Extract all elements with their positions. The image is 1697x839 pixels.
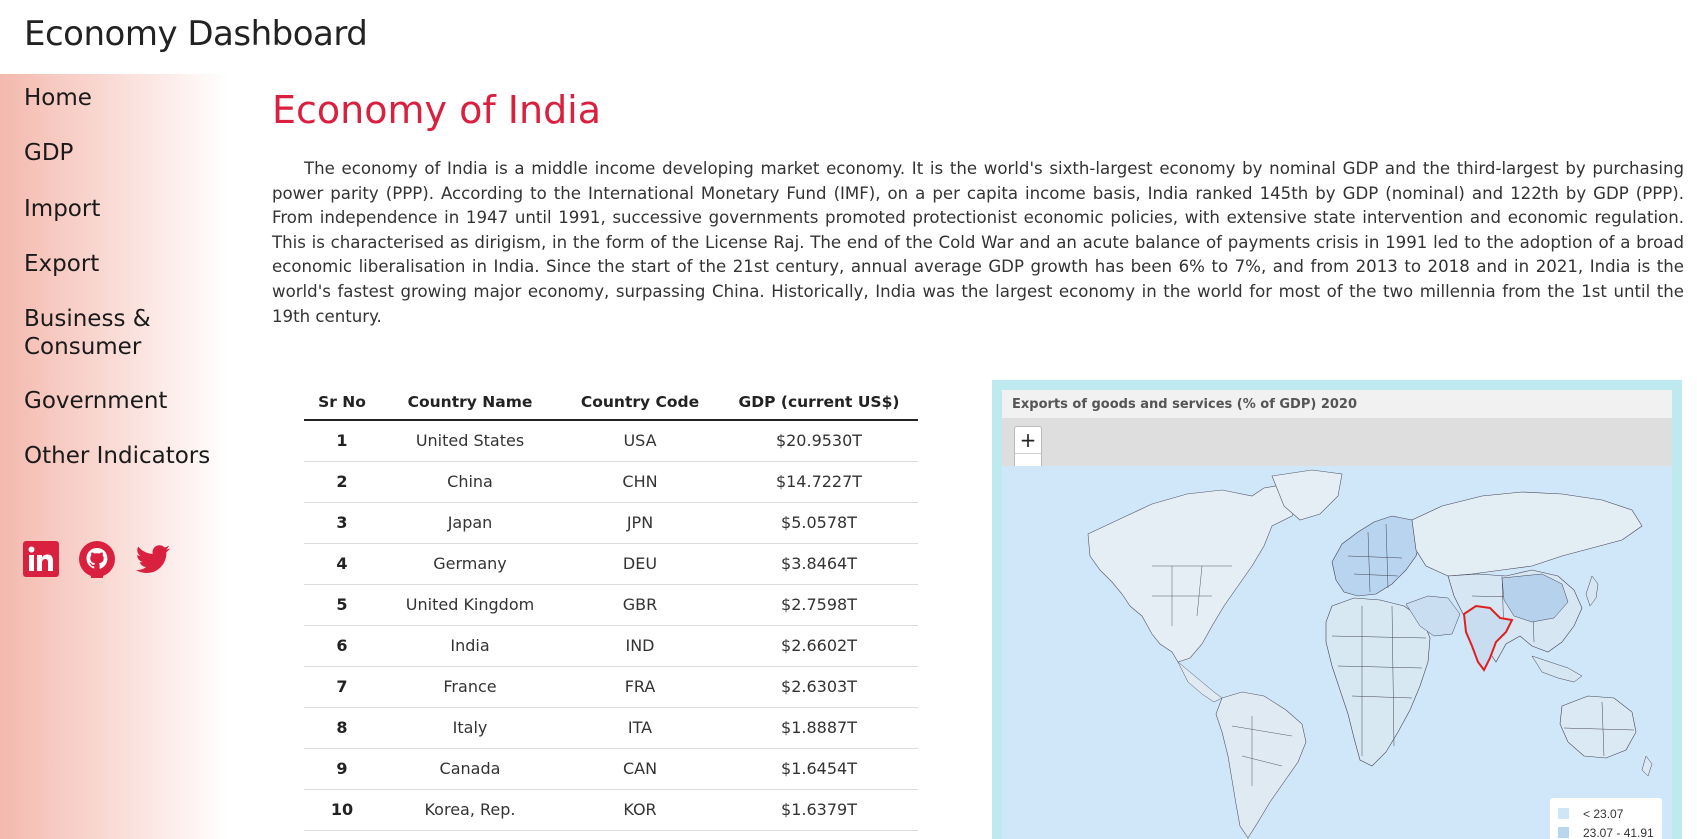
cell-country-name: France xyxy=(380,666,560,708)
cell-country-name: China xyxy=(380,461,560,503)
brand-title[interactable]: Economy Dashboard xyxy=(24,14,368,54)
cell-sr-no: 4 xyxy=(304,543,380,585)
map-region-africa xyxy=(1325,597,1431,767)
sidebar-item-government[interactable]: Government xyxy=(24,388,168,414)
cell-sr-no: 5 xyxy=(304,584,380,626)
cell-gdp: $2.6602T xyxy=(720,625,918,667)
table-row: 5 United Kingdom GBR $2.7598T xyxy=(304,584,918,626)
cell-gdp: $14.7227T xyxy=(720,461,918,503)
table-row: 9 Canada CAN $1.6454T xyxy=(304,748,918,790)
table-row: 1 United States USA $20.9530T xyxy=(304,420,918,462)
sidebar-item-gdp[interactable]: GDP xyxy=(24,140,74,166)
cell-country-name: United States xyxy=(380,420,560,462)
map-region-india xyxy=(1462,604,1514,672)
cell-sr-no: 8 xyxy=(304,707,380,749)
cell-sr-no: 2 xyxy=(304,461,380,503)
cell-country-code: ITA xyxy=(560,707,720,749)
cell-country-code: DEU xyxy=(560,543,720,585)
table-row: 4 Germany DEU $3.8464T xyxy=(304,543,918,585)
cell-country-code: GBR xyxy=(560,584,720,626)
top-bar: Economy Dashboard xyxy=(0,0,1697,74)
table-row: 10 Korea, Rep. KOR $1.6379T xyxy=(304,789,918,831)
legend-item: 23.07 - 41.91 xyxy=(1558,823,1654,839)
twitter-icon[interactable] xyxy=(134,540,172,578)
table-row: 3 Japan JPN $5.0578T xyxy=(304,502,918,544)
cell-country-code: CAN xyxy=(560,748,720,790)
cell-gdp: $2.6303T xyxy=(720,666,918,708)
cell-sr-no: 6 xyxy=(304,625,380,667)
legend-label: 23.07 - 41.91 xyxy=(1583,825,1654,839)
cell-gdp: $1.6379T xyxy=(720,789,918,831)
table-row: 8 Italy ITA $1.8887T xyxy=(304,707,918,749)
table-header-row: Sr No Country Name Country Code GDP (cur… xyxy=(304,384,918,421)
cell-country-code: JPN xyxy=(560,502,720,544)
sidebar-item-import[interactable]: Import xyxy=(24,196,101,222)
cell-country-name: Korea, Rep. xyxy=(380,789,560,831)
cell-country-code: KOR xyxy=(560,789,720,831)
cell-country-name: Japan xyxy=(380,502,560,544)
map-region-asia xyxy=(1411,491,1643,577)
map-region-europe xyxy=(1331,515,1423,597)
column-header: Sr No xyxy=(304,384,380,421)
cell-gdp: $1.8887T xyxy=(720,707,918,749)
intro-paragraph: The economy of India is a middle income … xyxy=(272,159,1684,326)
cell-gdp: $5.0578T xyxy=(720,502,918,544)
map-title: Exports of goods and services (% of GDP)… xyxy=(1002,390,1672,418)
cell-country-name: Italy xyxy=(380,707,560,749)
legend-swatch xyxy=(1558,827,1569,838)
legend-label: < 23.07 xyxy=(1583,806,1624,821)
map-panel: Exports of goods and services (% of GDP)… xyxy=(992,380,1682,839)
cell-gdp: $3.8464T xyxy=(720,543,918,585)
table-row: 6 India IND $2.6602T xyxy=(304,625,918,667)
cell-sr-no: 10 xyxy=(304,789,380,831)
column-header: Country Code xyxy=(560,384,720,421)
cell-country-code: USA xyxy=(560,420,720,462)
sidebar: Home GDP Import Export Business & Consum… xyxy=(0,74,228,839)
cell-sr-no: 9 xyxy=(304,748,380,790)
cell-sr-no: 7 xyxy=(304,666,380,708)
column-header: Country Name xyxy=(380,384,560,421)
cell-gdp: $2.7598T xyxy=(720,584,918,626)
sidebar-item-export[interactable]: Export xyxy=(24,251,100,277)
world-map[interactable] xyxy=(1002,466,1672,839)
zoom-in-button[interactable]: + xyxy=(1019,428,1037,452)
map-region-australia xyxy=(1559,695,1637,759)
sidebar-item-home[interactable]: Home xyxy=(24,85,92,111)
cell-country-name: India xyxy=(380,625,560,667)
map-legend: < 23.07 23.07 - 41.91 xyxy=(1550,798,1662,839)
social-links xyxy=(22,540,172,578)
cell-country-code: FRA xyxy=(560,666,720,708)
map-top-band xyxy=(1002,418,1672,466)
map-viewport[interactable]: Exports of goods and services (% of GDP)… xyxy=(1002,390,1672,839)
map-region-greenland xyxy=(1271,469,1343,521)
linkedin-icon[interactable] xyxy=(22,540,60,578)
cell-sr-no: 1 xyxy=(304,420,380,462)
cell-country-code: IND xyxy=(560,625,720,667)
page-title: Economy of India xyxy=(272,88,602,132)
table-body: 1 United States USA $20.9530T 2 China CHN $14.7… xyxy=(304,420,918,831)
table-row: 7 France FRA $2.6303T xyxy=(304,666,918,708)
table-row: 2 China CHN $14.7227T xyxy=(304,461,918,503)
github-icon[interactable] xyxy=(78,540,116,578)
sidebar-item-business-consumer[interactable]: Business & Consumer xyxy=(24,306,151,360)
sidebar-item-other-indicators[interactable]: Other Indicators xyxy=(24,443,211,469)
legend-swatch xyxy=(1558,808,1569,819)
legend-item: < 23.07 xyxy=(1558,804,1654,823)
map-region-north-america xyxy=(1087,483,1303,663)
cell-gdp: $1.6454T xyxy=(720,748,918,790)
cell-gdp: $20.9530T xyxy=(720,420,918,462)
column-header: GDP (current US$) xyxy=(720,384,918,421)
cell-country-name: Germany xyxy=(380,543,560,585)
cell-sr-no: 3 xyxy=(304,502,380,544)
map-region-south-america xyxy=(1215,691,1307,839)
cell-country-code: CHN xyxy=(560,461,720,503)
cell-country-name: United Kingdom xyxy=(380,584,560,626)
gdp-table: Sr No Country Name Country Code GDP (cur… xyxy=(304,384,918,831)
cell-country-name: Canada xyxy=(380,748,560,790)
